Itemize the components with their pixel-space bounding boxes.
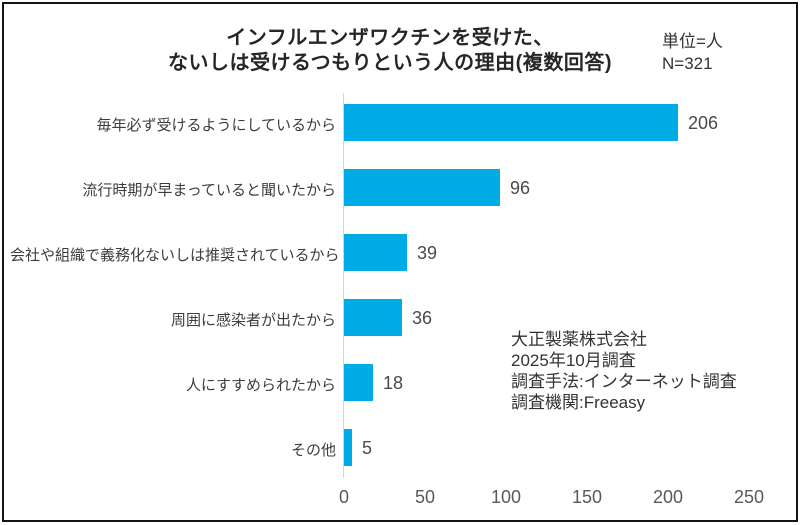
- x-axis-tick-label: 150: [571, 487, 603, 507]
- chart-title-line1: インフルエンザワクチンを受けた、: [226, 27, 554, 49]
- bar-value-label: 96: [510, 178, 531, 198]
- source-note-line: 調査機関:Freeasy: [511, 393, 646, 412]
- x-axis-tick-label: 100: [490, 487, 522, 507]
- sample-size-label: N=321: [662, 54, 713, 73]
- bar-value-label: 18: [383, 373, 404, 393]
- unit-note: 単位=人 N=321: [662, 31, 723, 75]
- bar-category-label: 人にすすめられたから: [185, 377, 336, 394]
- bar-category-label: 会社や組織で義務化ないしは推奨されているから: [10, 247, 340, 264]
- x-axis-tick-label: 250: [733, 487, 765, 507]
- chart-title-line2: ないしは受けるつもりという人の理由(複数回答): [167, 52, 613, 74]
- source-note: 大正製薬株式会社 2025年10月調査調査手法:インターネット調査 調査機関:Fre…: [511, 329, 737, 413]
- x-axis-tick-label: 0: [338, 487, 350, 507]
- bar-category-label: 周囲に感染者が出たから: [170, 312, 336, 329]
- unit-label: 単位=人: [662, 32, 723, 51]
- bar: [344, 104, 678, 141]
- bar-value-label: 36: [412, 308, 433, 328]
- bar: [344, 169, 500, 206]
- bar-value-label: 206: [688, 113, 719, 133]
- source-note-line: 大正製薬株式会社: [511, 330, 647, 349]
- bar-value-label: 5: [362, 438, 373, 458]
- x-axis-tick-label: 50: [414, 487, 436, 507]
- source-note-line: 調査手法:インターネット調査: [511, 372, 737, 391]
- bar: [344, 299, 402, 336]
- bar-value-label: 39: [417, 243, 438, 263]
- bar: [344, 364, 373, 401]
- x-axis-tick-label: 200: [652, 487, 684, 507]
- chart-title: インフルエンザワクチンを受けた、 ないしは受けるつもりという人の理由(複数回答): [90, 26, 690, 76]
- bar-category-label: その他: [290, 442, 336, 459]
- y-axis-line: [343, 93, 344, 478]
- bar-category-label: 流行時期が早まっていると聞いたから: [82, 182, 336, 199]
- bar-category-label: 毎年必ず受けるようにしているから: [96, 117, 336, 134]
- bar: [344, 234, 407, 271]
- source-note-line: 2025年10月調査: [511, 351, 636, 370]
- bar: [344, 429, 352, 466]
